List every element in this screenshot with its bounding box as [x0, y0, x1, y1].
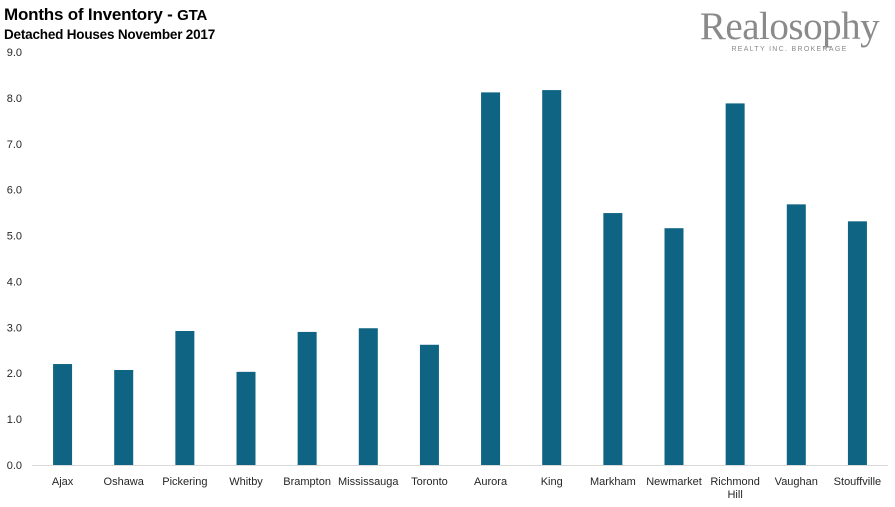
x-tick-label: Oshawa	[104, 476, 145, 488]
title-block: Months of Inventory - GTA Detached House…	[4, 6, 215, 43]
y-axis-ticks: 0.0 1.0 2.0 3.0 4.0 5.0 6.0 7.0 8.0 9.0	[7, 47, 22, 472]
x-tick-label: Ajax	[52, 476, 74, 488]
bar-pickering	[175, 331, 195, 465]
y-tick-label: 9.0	[7, 47, 22, 59]
bar-markham	[603, 213, 623, 465]
bar-stouffville	[847, 221, 867, 465]
bar-oshawa	[114, 370, 134, 465]
y-tick-label: 2.0	[7, 368, 22, 380]
y-tick-label: 7.0	[7, 139, 22, 151]
bar-series	[53, 90, 867, 466]
y-tick-label: 1.0	[7, 414, 22, 426]
bar-whitby	[236, 371, 256, 465]
realosophy-logo: Realosophy REALTY INC. BROKERAGE	[697, 5, 882, 53]
y-tick-label: 3.0	[7, 322, 22, 334]
bar-mississauga	[358, 328, 378, 465]
x-tick-label: Stouffville	[834, 476, 882, 488]
y-tick-label: 8.0	[7, 93, 22, 105]
chart-title-main: Months of Inventory -	[4, 5, 178, 24]
chart-subtitle: Detached Houses November 2017	[4, 27, 216, 42]
x-tick-label: Pickering	[162, 476, 207, 488]
chart-title: Months of Inventory - GTA	[4, 6, 215, 25]
x-tick-label: Newmarket	[646, 476, 702, 488]
y-tick-label: 6.0	[7, 185, 22, 197]
bar-ajax	[53, 364, 73, 465]
logo-wordmark: Realosophy	[699, 5, 880, 48]
bar-vaughan	[786, 204, 806, 465]
y-tick-label: 0.0	[7, 460, 22, 472]
x-tick-label: King	[541, 476, 563, 488]
bar-richmond-hill	[725, 103, 745, 466]
x-tick-label: Markham	[590, 476, 636, 488]
x-tick-label: Mississauga	[338, 476, 399, 488]
y-tick-label: 4.0	[7, 276, 22, 288]
bar-king	[542, 90, 562, 465]
x-axis-labels: Ajax Oshawa Pickering Whitby Brampton Mississ…	[52, 476, 881, 501]
bar-brampton	[297, 331, 317, 465]
y-tick-label: 5.0	[7, 231, 22, 243]
chart-title-suffix: GTA	[177, 7, 208, 24]
x-tick-label: Vaughan	[775, 476, 818, 488]
x-tick-label: Richmond Hill	[710, 476, 760, 501]
bar-newmarket	[664, 228, 684, 465]
bar-toronto	[419, 344, 439, 465]
bar-aurora	[481, 92, 501, 465]
x-tick-label: Whitby	[229, 476, 263, 488]
x-tick-label: Toronto	[411, 476, 448, 488]
x-tick-label: Brampton	[283, 476, 331, 488]
x-tick-label: Aurora	[474, 476, 508, 488]
logo-tagline: REALTY INC. BROKERAGE	[731, 46, 848, 53]
